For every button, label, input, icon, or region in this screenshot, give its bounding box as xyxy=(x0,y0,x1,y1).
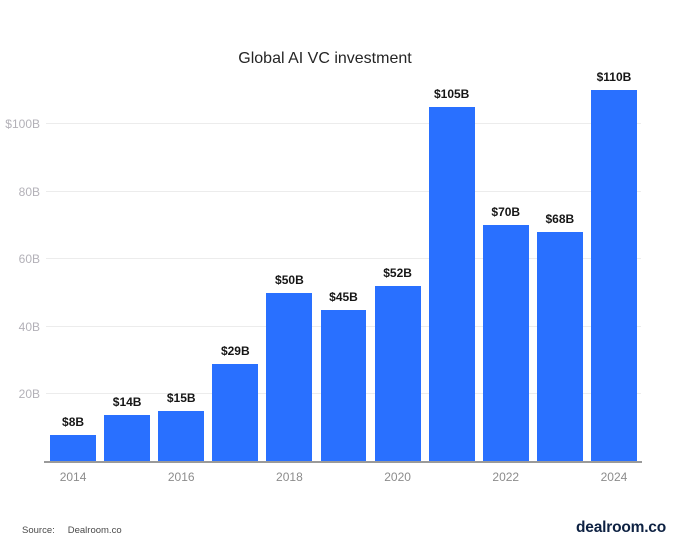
x-axis-tick-label: 2022 xyxy=(492,470,520,484)
bar-2015 xyxy=(104,414,151,462)
y-axis-tick-label: 20B xyxy=(18,387,40,402)
plot-area: $8B $14B $15B $29B $50B $45B $52B $105B $70B $68B… xyxy=(46,70,641,462)
y-axis-tick-label: 60B xyxy=(18,252,40,267)
source-label: Source: xyxy=(22,525,55,536)
source-note: Source: Dealroom.co xyxy=(22,525,122,536)
gridline-60B xyxy=(46,258,641,260)
bar-value-label: $105B xyxy=(433,87,470,102)
bar-2021 xyxy=(428,107,475,462)
y-axis-tick-label: 80B xyxy=(18,184,40,199)
bar-value-label: $29B xyxy=(220,343,250,358)
bar-value-label: $14B xyxy=(112,394,142,409)
bar-2017 xyxy=(212,363,259,462)
gridline-80B xyxy=(46,190,641,192)
bar-2016 xyxy=(158,411,205,462)
bar-value-label: $68B xyxy=(545,212,575,227)
gridline-100B xyxy=(46,122,641,124)
bar-value-label: $70B xyxy=(491,205,521,220)
bar-value-label: $52B xyxy=(383,266,412,281)
bar-2020 xyxy=(374,286,421,462)
y-axis-tick-label: 40B xyxy=(18,319,40,334)
x-axis-tick-label: 2016 xyxy=(167,470,195,484)
bar-value-label: $110B xyxy=(596,70,632,85)
bar-2022 xyxy=(482,225,529,462)
x-axis-tick-label: 2014 xyxy=(59,470,87,484)
x-axis-labels: 2014 2016 2018 2020 2022 2024 xyxy=(46,470,641,490)
bar-value-label: $50B xyxy=(275,272,304,287)
bar-value-label: $8B xyxy=(62,414,85,429)
bar-value-label: $45B xyxy=(329,289,358,304)
bar-2023 xyxy=(536,232,583,462)
bar-2019 xyxy=(320,309,367,462)
chart-title: Global AI VC investment xyxy=(238,50,412,67)
y-axis-tick-label: $100B xyxy=(5,116,40,131)
x-axis-tick-label: 2020 xyxy=(384,470,411,484)
y-axis-labels: 20B 40B 60B 80B $100B xyxy=(0,80,40,462)
bar-value-label: $15B xyxy=(166,391,196,406)
x-axis-line xyxy=(44,461,642,463)
bar-2018 xyxy=(266,292,313,462)
x-axis-tick-label: 2018 xyxy=(276,470,303,484)
dealroom-logo: dealroom.co xyxy=(576,519,666,536)
x-axis-tick-label: 2024 xyxy=(600,470,628,484)
source-value: Dealroom.co xyxy=(67,525,122,536)
bar-2014 xyxy=(50,434,97,462)
bar-2024 xyxy=(590,90,637,462)
